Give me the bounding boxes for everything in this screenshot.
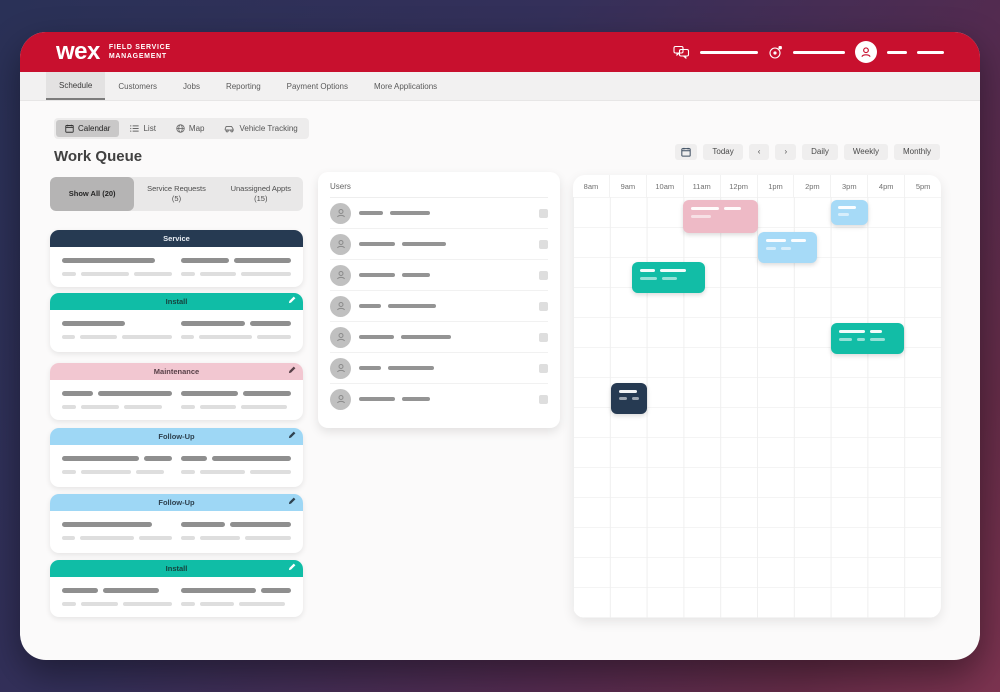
weekly-button[interactable]: Weekly	[843, 144, 888, 160]
nav-tab-payment-options[interactable]: Payment Options	[286, 81, 349, 91]
users-panel-title: Users	[330, 180, 548, 198]
edit-icon[interactable]	[288, 296, 296, 306]
user-avatar-icon	[330, 326, 351, 348]
calendar-icon[interactable]	[539, 270, 548, 280]
user-avatar-icon	[330, 295, 351, 317]
job-card-follow-up[interactable]: Follow-Up	[50, 428, 303, 487]
calendar-controls: Today ‹ › Daily Weekly Monthly	[675, 144, 940, 160]
user-row[interactable]	[330, 229, 548, 260]
brand: wex FIELD SERVICE MANAGEMENT	[56, 40, 171, 64]
header-placeholder-bar	[917, 50, 944, 54]
chat-icon[interactable]	[673, 45, 690, 59]
header-placeholder-bar	[700, 50, 758, 54]
users-panel: Users	[318, 172, 560, 428]
job-card-header: Install	[50, 560, 303, 577]
nav-tab-more-applications[interactable]: More Applications	[374, 81, 438, 91]
user-row[interactable]	[330, 322, 548, 353]
daily-button[interactable]: Daily	[802, 144, 838, 160]
job-card-header: Maintenance	[50, 363, 303, 380]
edit-icon[interactable]	[288, 497, 296, 507]
user-avatar-icon	[330, 357, 351, 379]
view-toggle-map[interactable]: Map	[167, 120, 214, 137]
event-follow-up[interactable]	[831, 200, 868, 225]
user-avatar-icon	[330, 264, 351, 286]
nav-tab-reporting[interactable]: Reporting	[225, 81, 261, 91]
nav-tab-schedule[interactable]: Schedule	[46, 72, 106, 100]
calendar-icon[interactable]	[539, 208, 548, 218]
header-placeholder-bar	[887, 50, 907, 54]
user-row[interactable]	[330, 198, 548, 229]
calendar-icon[interactable]	[539, 363, 548, 373]
job-card-header: Service	[50, 230, 303, 247]
calendar-icon[interactable]	[539, 394, 548, 404]
calendar-icon[interactable]	[539, 239, 548, 249]
user-avatar-icon	[330, 388, 351, 410]
calendar-icon[interactable]	[539, 301, 548, 311]
main-nav: Schedule Customers Jobs Reporting Paymen…	[20, 72, 980, 101]
event-service[interactable]	[611, 383, 647, 414]
schedule-grid[interactable]	[573, 197, 941, 618]
job-card-service[interactable]: Service	[50, 230, 303, 287]
view-toggle-calendar[interactable]: Calendar	[56, 120, 120, 137]
edit-icon[interactable]	[288, 366, 296, 376]
list-icon	[130, 125, 140, 132]
event-maintenance[interactable]	[683, 200, 758, 233]
job-card-follow-up[interactable]: Follow-Up	[50, 494, 303, 553]
app-header: wex FIELD SERVICE MANAGEMENT	[20, 32, 980, 72]
prev-button[interactable]: ‹	[748, 144, 770, 160]
event-follow-up[interactable]	[758, 232, 817, 263]
job-card-maintenance[interactable]: Maintenance	[50, 363, 303, 420]
wex-logo: wex	[56, 38, 100, 65]
work-queue-filters: Show All (20) Service Requests (5) Unass…	[50, 177, 303, 211]
monthly-button[interactable]: Monthly	[893, 144, 940, 160]
user-avatar-icon	[330, 202, 351, 224]
calendar-icon	[65, 124, 74, 133]
event-install[interactable]	[632, 262, 705, 293]
filter-service-requests[interactable]: Service Requests (5)	[147, 183, 206, 203]
job-card-install[interactable]: Install	[50, 560, 303, 617]
user-row[interactable]	[330, 291, 548, 322]
header-placeholder-bar	[793, 50, 845, 54]
event-install[interactable]	[831, 323, 904, 354]
user-avatar-icon	[330, 233, 351, 255]
schedule-calendar: 8am 9am 10am 11am 12pm 1pm 2pm 3pm 4pm 5…	[573, 175, 941, 618]
product-name: FIELD SERVICE MANAGEMENT	[108, 43, 171, 60]
edit-icon[interactable]	[288, 563, 296, 573]
notifications-icon[interactable]	[768, 45, 783, 60]
filter-show-all[interactable]: Show All (20)	[50, 177, 135, 211]
today-button[interactable]: Today	[703, 144, 743, 160]
app-window: wex FIELD SERVICE MANAGEMENT	[20, 32, 980, 660]
nav-tab-customers[interactable]: Customers	[118, 81, 158, 91]
map-icon	[176, 124, 185, 133]
page-title: Work Queue	[54, 148, 143, 165]
view-toggle-list[interactable]: List	[121, 120, 164, 137]
job-card-install[interactable]: Install	[50, 293, 303, 352]
user-row[interactable]	[330, 260, 548, 291]
vehicle-icon	[225, 126, 235, 133]
header-actions	[673, 41, 944, 63]
job-card-header: Install	[50, 293, 303, 310]
filter-unassigned-appts[interactable]: Unassigned Appts (15)	[230, 183, 292, 203]
calendar-icon[interactable]	[539, 332, 548, 342]
view-toggle-vehicle-tracking[interactable]: Vehicle Tracking	[215, 120, 306, 137]
time-header: 8am 9am 10am 11am 12pm 1pm 2pm 3pm 4pm 5…	[573, 175, 941, 198]
job-card-header: Follow-Up	[50, 428, 303, 445]
user-row[interactable]	[330, 353, 548, 384]
job-card-header: Follow-Up	[50, 494, 303, 511]
user-avatar[interactable]	[855, 41, 877, 63]
next-button[interactable]: ›	[775, 144, 797, 160]
view-toggle: Calendar List Map Vehicle Tracking	[54, 118, 309, 139]
nav-tab-jobs[interactable]: Jobs	[183, 81, 200, 91]
user-row[interactable]	[330, 384, 548, 414]
date-picker-button[interactable]	[675, 144, 698, 160]
calendar-icon	[681, 147, 692, 157]
edit-icon[interactable]	[288, 431, 296, 441]
